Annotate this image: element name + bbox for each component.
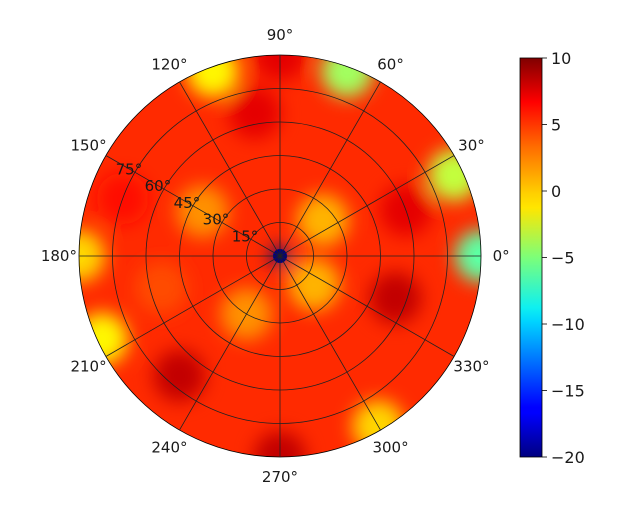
heatmap-marker-2 (273, 55, 287, 62)
heatmap-sample-10 (135, 261, 188, 314)
radial-tick-label-2: 45° (174, 194, 201, 212)
colorbar-tick-label-0: 10 (551, 49, 571, 68)
colorbar-ticks: 10 5 0 −5 −10 −15 −20 (542, 49, 585, 467)
heatmap-sample-4 (254, 431, 306, 457)
heatmap-sample-6 (186, 55, 239, 98)
angular-grid-spokes (79, 55, 481, 457)
heatmap-marker-4 (273, 450, 287, 457)
angular-tick-label-6: 180° (41, 247, 77, 265)
angular-tick-label-10: 300° (372, 438, 408, 456)
angular-gridline-1 (279, 155, 455, 257)
heatmap-sample-7 (428, 148, 481, 201)
angular-gridline-8 (179, 255, 281, 431)
angular-tick-label-11: 330° (453, 358, 489, 376)
angular-tick-label-7: 210° (70, 358, 106, 376)
angular-tick-label-2: 60° (377, 56, 404, 74)
angular-gridline-11 (279, 255, 455, 357)
radial-tick-labels: 15°30°45°60°75° (116, 160, 259, 245)
heatmap-sample-2 (254, 55, 306, 81)
angular-gridline-7 (105, 255, 281, 357)
angular-tick-label-3: 90° (267, 26, 294, 44)
heatmap-sample-18 (153, 349, 206, 402)
angular-gridline-5 (105, 155, 281, 257)
colorbar (519, 57, 543, 458)
radial-tick-label-3: 60° (145, 177, 172, 195)
colorbar-tick-label-1: 5 (551, 116, 561, 135)
angular-tick-label-8: 240° (151, 438, 187, 456)
heatmap-sample-3 (79, 230, 105, 282)
colorbar-tick-label-2: 0 (551, 182, 561, 201)
colorbar-tick-label-3: −5 (551, 249, 575, 268)
angular-tick-labels: 0° 30° 60° 90° 120° 150° 180° 210° 240° 270° 300° 3… (41, 26, 510, 486)
radial-tick-label-4: 75° (116, 160, 143, 178)
colorbar-tick-label-4: −10 (551, 315, 585, 334)
heatmap-marker-3 (79, 249, 86, 263)
angular-tick-label-4: 120° (151, 56, 187, 74)
angular-gridline-4 (179, 81, 281, 257)
colorbar-tick-label-5: −15 (551, 382, 585, 401)
heatmap-sample-13 (288, 258, 341, 311)
angular-tick-label-5: 150° (70, 136, 106, 154)
heatmap-sample-5 (321, 55, 374, 98)
angular-gridline-10 (279, 255, 381, 431)
angular-tick-label-1: 30° (458, 136, 485, 154)
radial-tick-label-0: 15° (232, 227, 259, 245)
angular-tick-label-9: 270° (262, 468, 298, 486)
heatmap-sample-12 (296, 194, 349, 247)
angular-tick-label-0: 0° (493, 247, 510, 265)
heatmap-marker-1 (474, 249, 481, 263)
angular-gridline-2 (279, 81, 381, 257)
colorbar-tick-label-6: −20 (551, 448, 585, 467)
heatmap-sample-17 (369, 272, 422, 325)
radial-tick-label-1: 30° (203, 211, 230, 229)
heatmap-sample-15 (228, 87, 281, 140)
heatmap-sample-1 (455, 230, 481, 282)
